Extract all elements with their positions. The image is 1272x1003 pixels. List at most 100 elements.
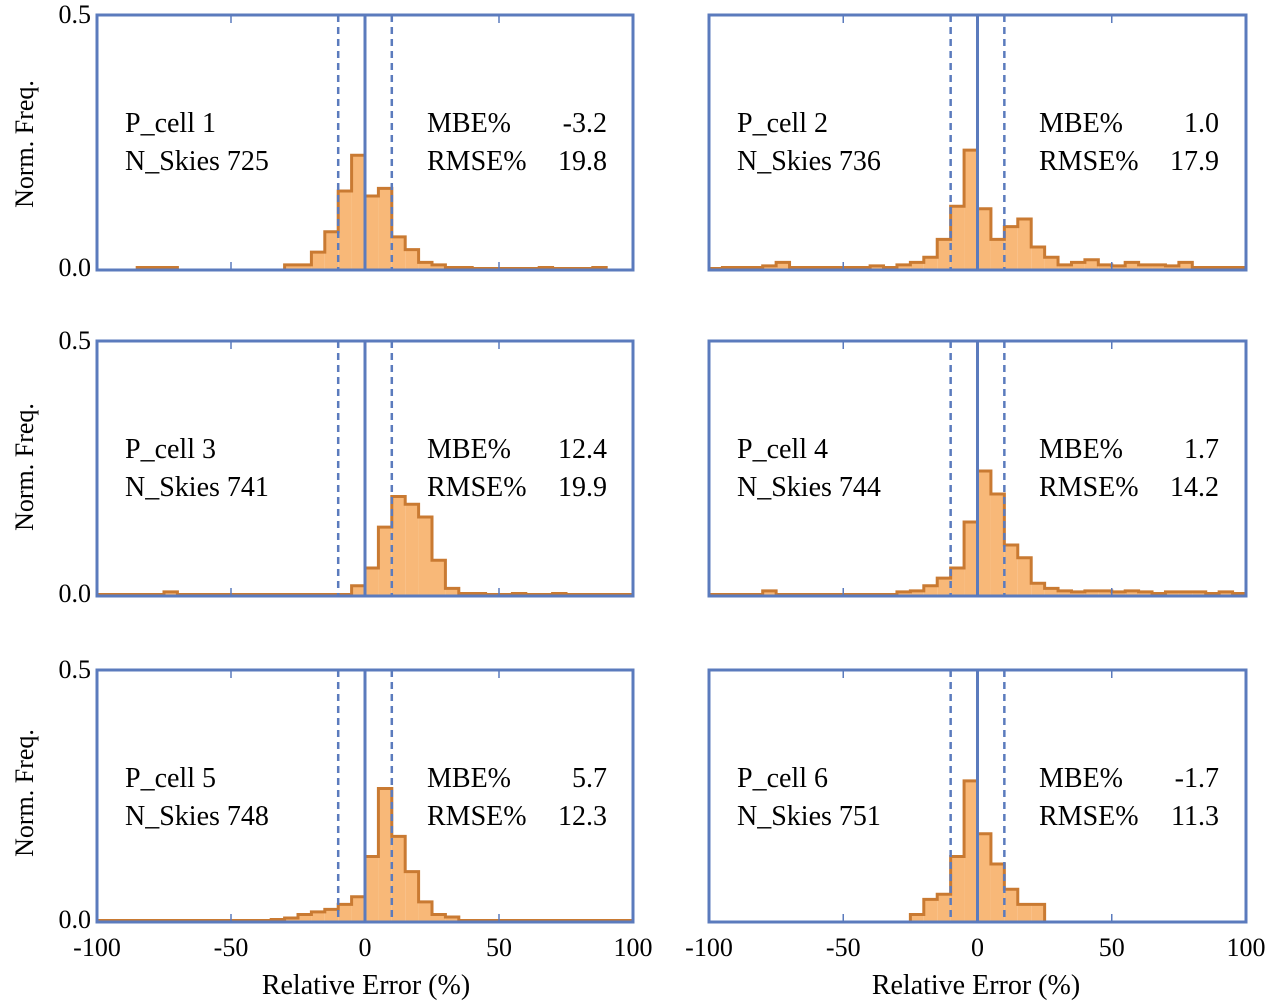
histogram-bar: [1125, 262, 1139, 270]
histogram-bar: [870, 265, 884, 270]
histogram-bar: [910, 914, 924, 922]
histogram-bar: [1098, 590, 1112, 596]
rmse-value: 19.9: [558, 472, 607, 503]
histogram-bar: [365, 567, 379, 596]
y-tick-label: 0.5: [59, 0, 92, 29]
histogram-bar: [910, 262, 924, 270]
mbe-label: MBE%: [1039, 434, 1123, 465]
histogram-bar: [1084, 259, 1099, 270]
histogram-bar: [1192, 591, 1206, 596]
mbe-value: 1.0: [1184, 108, 1219, 139]
histogram-bar: [391, 236, 406, 270]
rmse-label: RMSE%: [427, 801, 527, 832]
x-tick-label: -100: [73, 933, 121, 962]
rmse-value: 14.2: [1170, 472, 1219, 503]
histogram-bar: [324, 231, 339, 270]
histogram-bar: [1219, 591, 1233, 596]
histogram-outline: [95, 495, 635, 596]
histogram-bar: [1165, 591, 1179, 596]
histogram-bar: [923, 899, 938, 922]
histogram-bar: [311, 252, 325, 270]
histogram-bar: [776, 262, 790, 270]
rmse-value: 19.8: [558, 146, 607, 177]
histogram-bar: [1058, 264, 1072, 270]
mbe-label: MBE%: [427, 763, 511, 794]
x-tick-label: 50: [486, 933, 512, 962]
mbe-value: 12.4: [558, 434, 607, 465]
histogram-bar: [1165, 265, 1179, 270]
cell-label: P_cell 3: [125, 434, 216, 465]
nskies-label: N_Skies 744: [737, 472, 881, 503]
nskies-label: N_Skies 748: [125, 801, 269, 832]
rmse-value: 12.3: [558, 801, 607, 832]
x-tick-label: 100: [1227, 933, 1266, 962]
x-axis-label-right: Relative Error (%): [872, 970, 1080, 1001]
histogram-bar: [1071, 262, 1085, 270]
histogram-bar: [1111, 265, 1126, 270]
histogram-bar: [896, 591, 911, 596]
histogram-bar: [950, 206, 965, 270]
histogram-bar: [418, 901, 432, 922]
mbe-value: 5.7: [572, 763, 607, 794]
cell-label: P_cell 2: [737, 108, 828, 139]
histogram-bar: [391, 496, 406, 596]
histogram-bar: [405, 249, 419, 270]
histogram-bar: [365, 856, 379, 922]
y-axis-label-row-2: Norm. Freq.: [10, 403, 39, 531]
panel-1: 0.0 0.5 P_cell 1 N_Skies 725 MBE% RMSE% -3.2 19…: [59, 0, 635, 282]
x-tick-label: -50: [214, 933, 249, 962]
cell-label: P_cell 4: [737, 434, 828, 465]
histogram-bar: [405, 504, 419, 596]
mbe-label: MBE%: [1039, 108, 1123, 139]
histogram-bar: [418, 262, 432, 270]
mbe-label: MBE%: [1039, 763, 1123, 794]
histogram-bar: [923, 257, 938, 270]
cell-label: P_cell 1: [125, 108, 216, 139]
histogram-bar: [910, 590, 924, 596]
histogram-bar: [1178, 591, 1193, 596]
histogram-bar: [365, 196, 379, 270]
histogram-bar: [937, 578, 951, 596]
histogram-bar: [1178, 262, 1193, 270]
y-axis-label-row-1: Norm. Freq.: [10, 80, 39, 208]
rmse-value: 11.3: [1171, 801, 1219, 832]
panel-2: P_cell 2 N_Skies 736 MBE% RMSE% 1.0 17.9: [707, 13, 1248, 272]
histogram-bar: [1044, 257, 1059, 270]
histogram-bar: [418, 516, 432, 596]
rmse-label: RMSE%: [427, 146, 527, 177]
rmse-label: RMSE%: [1039, 801, 1139, 832]
histogram-bar: [950, 856, 965, 922]
histogram-bar: [324, 909, 339, 922]
rmse-label: RMSE%: [1039, 472, 1139, 503]
histogram-bar: [964, 522, 978, 596]
x-tick-label: -100: [685, 933, 733, 962]
histogram-bar: [937, 894, 951, 922]
histogram-bar: [1058, 590, 1072, 596]
histogram-bar: [990, 864, 1005, 922]
histogram-bar: [1004, 889, 1018, 922]
histogram-outline: [707, 469, 1248, 596]
panel-5: -100 -50 0 50 100 0.0 0.5 P_cell 5 N_Skies 748 MB…: [59, 655, 653, 962]
x-tick-label: 100: [614, 933, 653, 962]
y-tick-label: 0.5: [59, 326, 92, 355]
rmse-label: RMSE%: [1039, 146, 1139, 177]
histogram-bar: [1017, 219, 1032, 270]
histogram-bar: [1044, 588, 1059, 596]
histogram-bar: [298, 264, 312, 270]
histogram-bar: [1004, 545, 1018, 596]
y-axis-label-row-3: Norm. Freq.: [10, 729, 39, 857]
histogram-bar: [391, 836, 406, 922]
panel-4: P_cell 4 N_Skies 744 MBE% RMSE% 1.7 14.2: [707, 339, 1248, 598]
y-tick-label: 0.5: [59, 655, 92, 684]
histogram-bar: [338, 190, 352, 270]
histogram-bar: [1031, 904, 1045, 922]
x-tick-label: 0: [971, 933, 984, 962]
histogram-bar: [977, 471, 991, 596]
histogram-bar: [1084, 590, 1099, 596]
nskies-label: N_Skies 736: [737, 146, 881, 177]
histogram-bar: [990, 494, 1005, 596]
histogram-bar: [1111, 591, 1126, 596]
histogram-bar: [351, 896, 365, 922]
cell-label: P_cell 6: [737, 763, 828, 794]
mbe-label: MBE%: [427, 108, 511, 139]
